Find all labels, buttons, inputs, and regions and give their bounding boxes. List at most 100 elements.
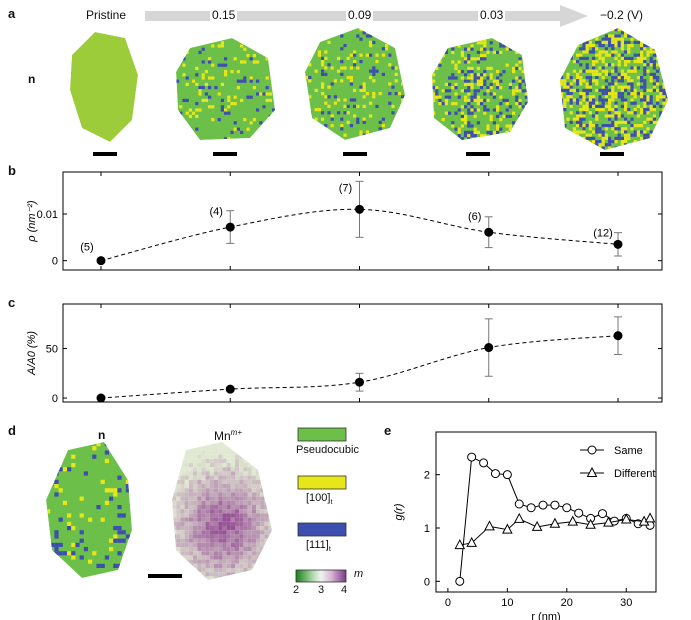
marker-circle — [467, 452, 477, 462]
panel-label-a: a — [8, 6, 16, 21]
map-label-mn: Mnm+ — [214, 428, 243, 443]
point-label: (4) — [210, 206, 223, 218]
plot-frame — [62, 303, 663, 403]
y-axis-label: A/A0 (%) — [26, 331, 38, 376]
marker-triangle — [567, 515, 579, 526]
x-tick-label: 0 — [445, 597, 451, 609]
legend-swatch-111 — [297, 522, 347, 537]
colorbar-tick-2: 2 — [293, 584, 300, 596]
marker-triangle — [603, 516, 614, 527]
legend-label-100: [100]t — [306, 492, 333, 507]
x-tick-label: 10 — [501, 597, 513, 609]
marker-triangle — [513, 512, 525, 523]
legend-label-different: Different — [614, 468, 655, 480]
phase-map-1 — [176, 38, 275, 140]
plot-frame — [435, 431, 657, 593]
colorbar-tick-3: 3 — [318, 584, 325, 596]
panel-e-chart: 0 10 20 30 0 1 2 Same Different r (nm) g(r) — [393, 431, 657, 620]
scale-bar-3 — [466, 152, 490, 156]
x-axis-label: r (nm) — [531, 611, 560, 620]
legend-label-pseudocubic: Pseudocubic — [296, 444, 359, 456]
data-point — [96, 393, 106, 403]
phase-legend — [297, 427, 347, 537]
y-tick-label: 1 — [424, 523, 430, 535]
scale-bar — [148, 574, 182, 578]
stage-label-4: −0.2 (V) — [598, 8, 646, 22]
stage-label-1: 0.15 — [210, 8, 238, 22]
stage-label-pristine: Pristine — [86, 8, 127, 22]
marker-circle — [597, 509, 607, 519]
panel-b-chart: 0 0.01 (5) (4) (7) (6) (12) ρ (nm⁻²) — [26, 171, 663, 271]
data-point — [613, 239, 623, 249]
map-label-n: n — [98, 428, 106, 442]
legend-label-same: Same — [614, 445, 643, 457]
panel-label-b: b — [8, 163, 16, 178]
y-axis-label: g(r) — [393, 503, 405, 520]
data-point — [613, 331, 623, 341]
row-label-n: n — [28, 72, 36, 86]
y-tick-label: 0 — [424, 576, 430, 588]
y-tick-label: 2 — [424, 470, 430, 482]
point-label: (7) — [339, 182, 352, 194]
phase-map-0 — [70, 32, 138, 142]
y-tick-label: 0.01 — [37, 209, 58, 221]
point-label: (5) — [80, 242, 93, 254]
y-axis-label: ρ (nm⁻²) — [26, 200, 38, 243]
data-point — [355, 377, 364, 387]
valence-map — [172, 442, 272, 580]
data-point — [96, 256, 106, 266]
legend-marker — [587, 445, 597, 455]
plot-frame — [62, 171, 663, 271]
scale-bar-0 — [93, 152, 117, 156]
scale-bar-4 — [600, 152, 624, 156]
colorbar-tick-4: 4 — [341, 584, 348, 596]
colorbar-label: m — [354, 568, 364, 580]
scale-bar-2 — [343, 152, 367, 156]
point-label: (6) — [468, 211, 481, 223]
phase-map-2 — [305, 28, 405, 140]
marker-triangle — [466, 536, 478, 547]
y-tick-label: 0 — [52, 256, 58, 268]
panel-label-d: d — [8, 423, 16, 438]
marker-circle — [479, 458, 489, 468]
scale-bar-1 — [213, 152, 237, 156]
marker-triangle — [585, 518, 596, 529]
panel-c-chart: 0 50 A/A0 (%) — [26, 303, 663, 405]
x-tick-label: 20 — [561, 597, 573, 609]
phase-map-n — [46, 442, 132, 578]
data-point — [225, 384, 235, 394]
colorbar — [295, 569, 347, 583]
marker-circle — [514, 499, 524, 509]
marker-triangle — [644, 512, 656, 523]
phase-map-3 — [432, 38, 528, 140]
marker-triangle — [484, 520, 495, 531]
marker-circle — [526, 503, 536, 513]
panel-d-graphic — [46, 427, 347, 583]
legend-marker — [586, 466, 598, 477]
legend-swatch-100 — [297, 475, 347, 490]
legend-swatch-pseudocubic — [297, 427, 347, 442]
panel-label-c: c — [8, 295, 16, 310]
marker-circle — [574, 508, 584, 518]
data-point — [225, 222, 235, 232]
marker-triangle — [531, 520, 543, 531]
marker-circle — [538, 500, 548, 510]
x-tick-label: 30 — [620, 597, 632, 609]
y-tick-label: 0 — [52, 393, 58, 405]
marker-circle — [550, 500, 560, 510]
marker-circle — [562, 503, 572, 513]
panel-label-e: e — [384, 423, 392, 438]
marker-triangle — [549, 517, 561, 528]
marker-triangle — [620, 513, 632, 524]
legend-label-111: [111]t — [306, 539, 331, 554]
marker-triangle — [454, 538, 466, 550]
stage-label-2: 0.09 — [346, 8, 374, 22]
y-tick-label: 50 — [46, 344, 58, 356]
data-point — [484, 343, 494, 353]
panel-a-graphic — [70, 5, 668, 156]
marker-triangle — [502, 523, 513, 534]
data-point — [355, 204, 364, 214]
point-label: (12) — [593, 227, 613, 239]
phase-map-4 — [560, 28, 668, 150]
